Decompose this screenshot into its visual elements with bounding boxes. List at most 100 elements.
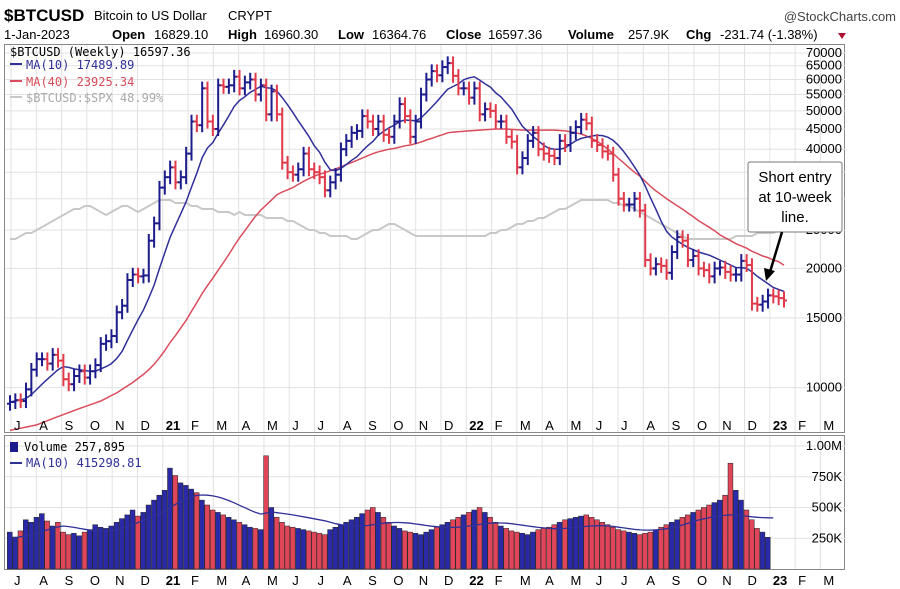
price-bar [466, 81, 473, 105]
volume-x-tick-label: M [520, 573, 531, 588]
price-x-tick-label: N [115, 418, 124, 433]
symbol-title: $BTCUSD [4, 6, 84, 25]
volume-bar [663, 524, 670, 570]
volume-bar [209, 509, 216, 570]
volume-bar [471, 509, 477, 570]
volume-bar [60, 531, 66, 570]
volume-bar [322, 534, 328, 570]
volume-bar [455, 517, 461, 570]
volume-bar [652, 529, 659, 570]
price-bar [215, 78, 222, 136]
price-bar [482, 102, 489, 122]
volume-bar [396, 528, 403, 570]
volume-bar [172, 475, 178, 570]
volume-bar [241, 524, 248, 570]
price-bar [551, 149, 558, 166]
volume-bar [39, 513, 45, 570]
volume-bar [636, 534, 643, 570]
annotation-line-3: line. [781, 209, 809, 226]
volume-bar [546, 526, 552, 570]
price-bar [514, 134, 521, 175]
price-tick-label: 50000 [806, 103, 842, 118]
price-bar [188, 114, 195, 161]
volume-bar [604, 524, 611, 570]
price-bar [252, 72, 259, 102]
volume-bar [338, 524, 344, 570]
volume-bar [220, 514, 226, 570]
quote-date: 1-Jan-2023 [4, 27, 70, 42]
price-bar [700, 261, 707, 278]
volume-bar [177, 482, 184, 570]
volume-bar [514, 531, 520, 570]
volume-x-tick-label: A [646, 573, 655, 588]
legend-volume: Volume 257,895 [24, 440, 125, 454]
price-bar [7, 395, 13, 411]
quote-open-label: Open [112, 27, 145, 42]
volume-bar [733, 490, 739, 570]
price-bar [92, 358, 99, 379]
volume-x-tick-label: O [90, 573, 100, 588]
volume-bar [268, 507, 275, 570]
credit-text: @StockCharts.com [784, 9, 896, 24]
volume-bar [380, 517, 387, 570]
volume-bar [626, 531, 632, 570]
volume-bar [583, 514, 589, 570]
volume-bar [674, 519, 680, 570]
volume-bar [540, 528, 547, 570]
volume-bar [743, 509, 750, 570]
volume-bar [519, 533, 525, 570]
price-bar [199, 81, 206, 133]
price-x-tick-label: A [646, 418, 655, 433]
price-bar [439, 60, 446, 83]
price-x-tick-label: N [419, 418, 428, 433]
price-tick-label: 45000 [806, 121, 842, 136]
quote-volume-value: 257.9K [628, 27, 670, 42]
volume-bar [610, 526, 616, 570]
price-x-tick-label: O [90, 418, 100, 433]
volume-bar [434, 526, 440, 570]
volume-bar [65, 534, 72, 570]
legend-vol-ma10: MA(10) 415298.81 [26, 456, 142, 470]
volume-bar [503, 528, 509, 570]
volume-bar [375, 512, 381, 570]
volume-bar [113, 522, 120, 570]
volume-tick-label: 500K [812, 500, 843, 515]
volume-bar [450, 519, 456, 570]
volume-bar [23, 519, 29, 570]
price-bar [135, 267, 142, 284]
price-x-tick-label: J [621, 418, 628, 433]
volume-x-tick-label: M [216, 573, 227, 588]
price-x-tick-label: A [343, 418, 352, 433]
price-x-tick-label: S [368, 418, 377, 433]
price-bar [124, 273, 131, 313]
price-bar [343, 134, 350, 157]
volume-bar [354, 517, 360, 570]
price-bar [332, 167, 339, 190]
volume-bar [247, 526, 253, 570]
price-tick-label: 10000 [806, 380, 842, 395]
price-x-tick-label: A [242, 418, 251, 433]
price-tick-label: 70000 [806, 45, 842, 60]
volume-bar [188, 488, 194, 570]
volume-bar [722, 494, 728, 570]
price-bar [588, 116, 595, 148]
volume-bar [236, 522, 243, 570]
price-bar [471, 81, 478, 105]
volume-bar [615, 529, 622, 570]
volume-bar [71, 533, 77, 570]
annotation-arrow-head [764, 268, 775, 281]
price-bar [55, 348, 62, 368]
volume-bar [749, 519, 755, 570]
price-bar [359, 109, 366, 138]
volume-bar [17, 530, 24, 570]
volume-bar [759, 531, 766, 570]
volume-bar [551, 524, 557, 570]
price-bar [754, 296, 761, 312]
volume-bar [279, 522, 285, 570]
volume-bar [418, 534, 424, 570]
price-tick-label: 65000 [806, 58, 842, 73]
down-arrow-icon [838, 33, 846, 39]
volume-bar [300, 529, 307, 570]
volume-bar [492, 522, 499, 570]
volume-bar [556, 522, 563, 570]
